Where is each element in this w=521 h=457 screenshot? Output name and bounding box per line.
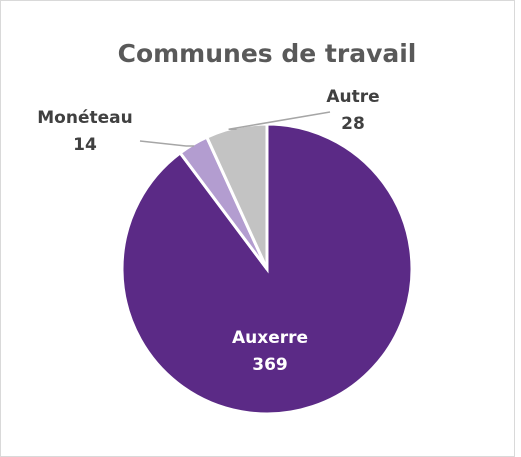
data-label-name: Auxerre (232, 328, 308, 348)
data-label-name: Autre (326, 87, 379, 107)
data-label-value: 369 (252, 355, 288, 375)
data-label-value: 14 (73, 135, 97, 155)
leader-line (139, 140, 195, 147)
chart-title: Communes de travail (118, 39, 417, 68)
data-label-name: Monéteau (37, 108, 132, 128)
leader-line (228, 111, 331, 131)
data-label-value: 28 (341, 114, 365, 134)
